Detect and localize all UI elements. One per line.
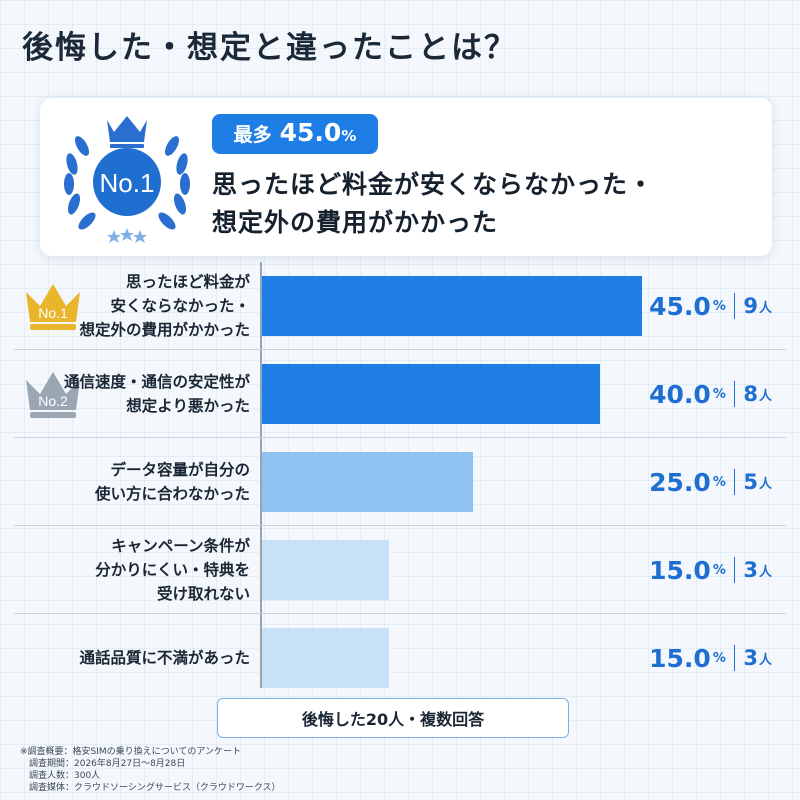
survey-note-line: 調査期間：2026年8月27日～8月28日 [20, 759, 186, 769]
row-divider [14, 613, 786, 614]
top-answer-text: 思ったほど料金が安くならなかった・ 想定外の費用がかかった [212, 166, 654, 242]
row-divider [14, 525, 786, 526]
value-separator [733, 381, 736, 407]
respondent-count: 3 [743, 558, 758, 582]
silver-crown-icon: No.2 [22, 364, 84, 426]
percent-value: 15.0 [649, 643, 711, 673]
category-label: キャンペーン条件が 分かりにくい・特典を 受け取れない [95, 537, 250, 603]
bar [262, 452, 473, 512]
value-separator [733, 469, 736, 495]
bar [262, 540, 389, 600]
value-separator [733, 645, 736, 671]
top-answer-line1: 思ったほど料金が安くならなかった・ [212, 170, 655, 199]
percent-value: 25.0 [649, 467, 711, 497]
chart-row: データ容量が自分の 使い方に合わなかった 25.0% 5 人 [0, 438, 800, 526]
category-label: 思ったほど料金が 安くならなかった・ 想定外の費用がかかった [79, 273, 250, 339]
percent-unit: % [712, 562, 726, 578]
count-unit: 人 [758, 652, 772, 668]
survey-note-line: ※調査概要：格安SIMの乗り換えについてのアンケート [20, 747, 242, 757]
count-unit: 人 [758, 564, 772, 580]
percent-unit: % [712, 386, 726, 402]
row-divider [14, 437, 786, 438]
count-unit: 人 [758, 476, 772, 492]
bar [262, 628, 389, 688]
count-unit: 人 [758, 300, 772, 316]
respondent-count: 9 [743, 294, 758, 318]
most-pill: 最多 45.0 % [212, 114, 378, 154]
category-label: 通話品質に不満があった [79, 649, 250, 667]
category-label: データ容量が自分の 使い方に合わなかった [94, 461, 250, 503]
value-label: 40.0% 8 人 [649, 350, 772, 438]
percent-value: 40.0 [649, 379, 711, 409]
top-answer-card: No.1 最多 45.0 % 思ったほど料金が安くならなかった・ 想定外の費用が… [40, 98, 772, 256]
value-separator [733, 293, 736, 319]
value-label: 15.0% 3 人 [649, 614, 772, 702]
percent-value: 45.0 [649, 291, 711, 321]
top-answer-line2: 想定外の費用がかかった [212, 208, 499, 237]
respondent-count: 5 [743, 470, 758, 494]
no1-laurel-icon: No.1 [64, 116, 190, 243]
value-label: 45.0% 9 人 [649, 262, 772, 350]
survey-note-line: 調査媒体：クラウドソーシングサービス（クラウドワークス） [20, 783, 281, 793]
value-label: 25.0% 5 人 [649, 438, 772, 526]
count-unit: 人 [758, 388, 772, 404]
chart-row: No.1 思ったほど料金が 安くならなかった・ 想定外の費用がかかった 45.0% 9… [0, 262, 800, 350]
most-unit: % [341, 127, 357, 145]
percent-value: 15.0 [649, 555, 711, 585]
chart-row: キャンペーン条件が 分かりにくい・特典を 受け取れない 15.0% 3 人 [0, 526, 800, 614]
bar-chart: No.1 思ったほど料金が 安くならなかった・ 想定外の費用がかかった 45.0% 9… [0, 262, 800, 692]
respondent-count: 8 [743, 382, 758, 406]
row-divider [14, 349, 786, 350]
value-label: 15.0% 3 人 [649, 526, 772, 614]
page-title: 後悔した・想定と違ったことは？ [22, 30, 517, 66]
rank-badge-text: No.1 [38, 305, 68, 321]
survey-note-line: 調査人数：300人 [20, 771, 101, 781]
rank-badge-text: No.2 [38, 393, 68, 409]
category-label: 通信速度・通信の安定性が 想定より悪かった [63, 373, 250, 415]
bar [262, 364, 600, 424]
bar [262, 276, 642, 336]
percent-unit: % [712, 650, 726, 666]
respondent-summary: 後悔した20人・複数回答 [217, 698, 569, 738]
chart-axis-line [260, 262, 262, 688]
most-value: 45.0 [279, 118, 342, 147]
percent-unit: % [712, 474, 726, 490]
most-label: 最多 [233, 124, 272, 146]
value-separator [733, 557, 736, 583]
percent-unit: % [712, 298, 726, 314]
respondent-count: 3 [743, 646, 758, 670]
chart-row: No.2 通信速度・通信の安定性が 想定より悪かった 40.0% 8 人 [0, 350, 800, 438]
chart-row: 通話品質に不満があった 15.0% 3 人 [0, 614, 800, 702]
gold-crown-icon: No.1 [22, 276, 84, 338]
no1-badge-text: No.1 [100, 168, 155, 198]
survey-notes: ※調査概要：格安SIMの乗り換えについてのアンケート 調査期間：2026年8月2… [20, 746, 281, 794]
